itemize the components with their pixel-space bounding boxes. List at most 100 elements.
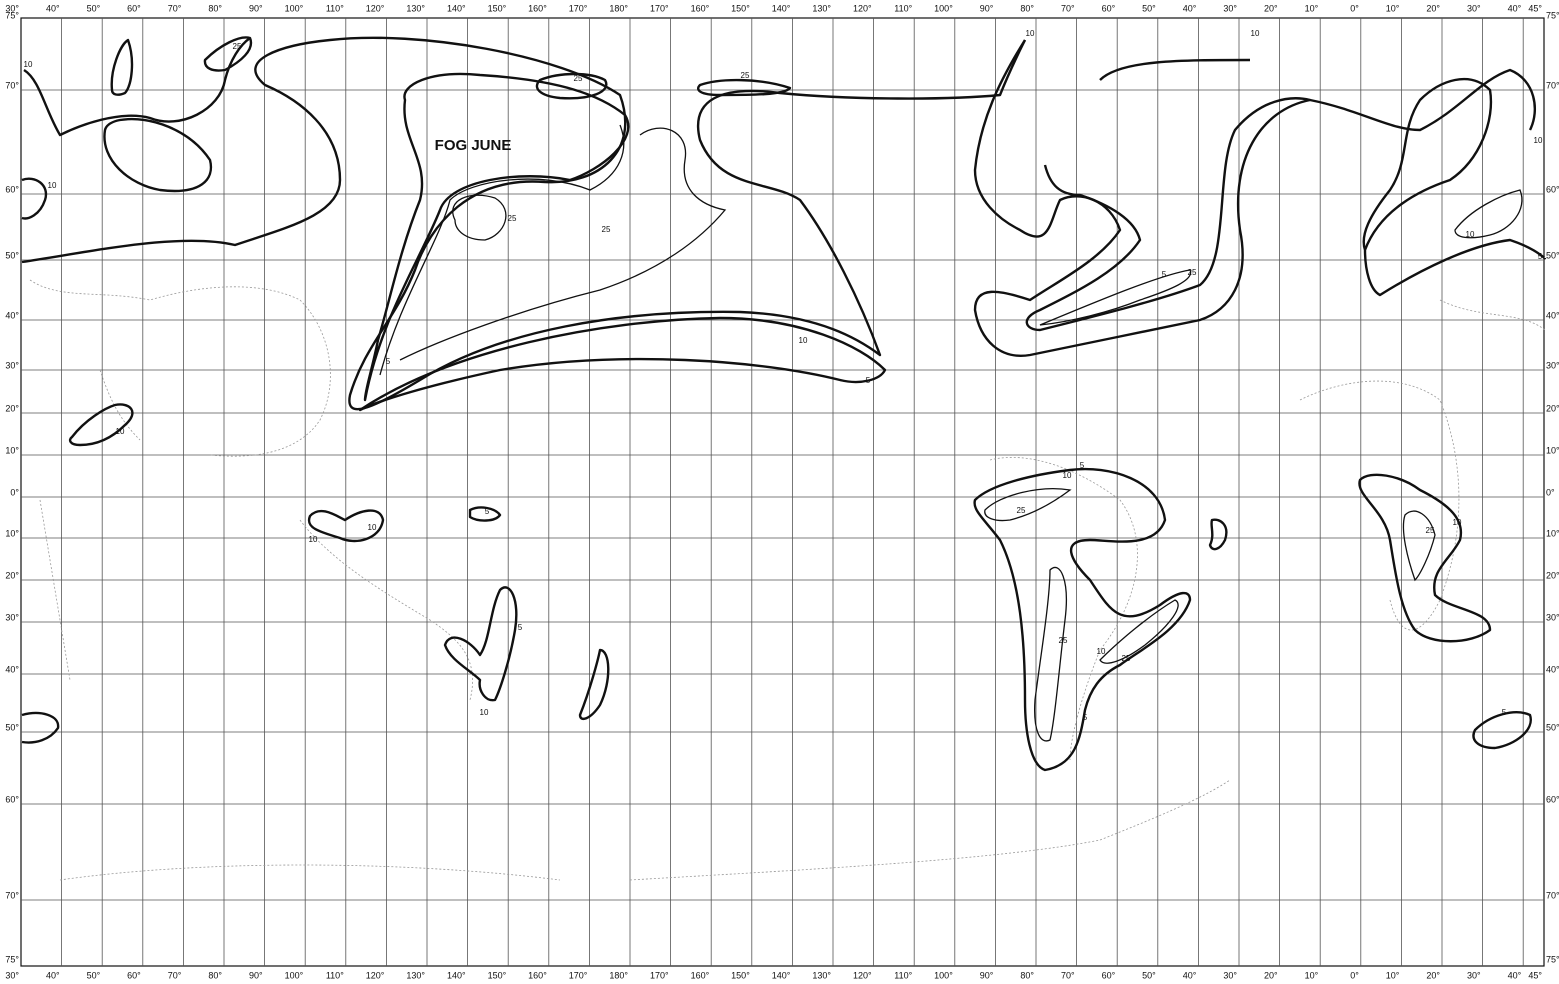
- longitude-label: 100°: [934, 970, 953, 980]
- longitude-label: 30°: [1223, 3, 1237, 13]
- longitude-label: 130°: [812, 3, 831, 13]
- map-title: FOG JUNE: [435, 137, 512, 154]
- longitude-label: 40°: [1508, 970, 1522, 980]
- latitude-label: 20°: [5, 570, 19, 580]
- latitude-label: 75°: [5, 954, 19, 964]
- longitude-label: 40°: [46, 970, 60, 980]
- longitude-label: 10°: [1305, 970, 1319, 980]
- longitude-label: 120°: [853, 3, 872, 13]
- longitude-label: 45°: [1528, 970, 1542, 980]
- longitude-label: 170°: [650, 3, 669, 13]
- longitude-label: 70°: [168, 970, 182, 980]
- longitude-label: 60°: [127, 3, 141, 13]
- contour-label: 10: [309, 535, 318, 544]
- contour-label: 5: [1083, 713, 1088, 722]
- contour: [68, 403, 134, 447]
- latitude-label: 60°: [5, 794, 19, 804]
- latitude-label: 60°: [1546, 184, 1559, 194]
- latitude-label: 60°: [1546, 794, 1559, 804]
- contour-label: 25: [741, 71, 750, 80]
- longitude-label: 40°: [1183, 970, 1197, 980]
- latitude-label: 70°: [1546, 890, 1559, 900]
- longitude-label: 130°: [812, 970, 831, 980]
- contour-label: 10: [1534, 136, 1543, 145]
- contour: [973, 467, 1192, 772]
- contour-label: 10: [1251, 29, 1260, 38]
- latitude-label: 0°: [1546, 487, 1555, 497]
- longitude-label: 20°: [1264, 970, 1278, 980]
- longitude-label: 70°: [168, 3, 182, 13]
- contour: [358, 316, 887, 412]
- longitude-label: 100°: [934, 3, 953, 13]
- longitude-label: 70°: [1061, 970, 1075, 980]
- latitude-label: 75°: [1546, 10, 1559, 20]
- contour-label: 25: [1426, 526, 1435, 535]
- contour: [1454, 189, 1523, 239]
- longitude-label: 45°: [1528, 3, 1542, 13]
- longitude-label: 70°: [1061, 3, 1075, 13]
- contour-label: 25: [233, 42, 242, 51]
- longitude-label: 0°: [1350, 3, 1359, 13]
- contour: [1025, 97, 1311, 332]
- latitude-label: 75°: [1546, 954, 1559, 964]
- longitude-label: 130°: [406, 3, 425, 13]
- longitude-label: 20°: [1264, 3, 1278, 13]
- longitude-label: 140°: [772, 3, 791, 13]
- longitude-label: 170°: [650, 970, 669, 980]
- latitude-label: 50°: [5, 250, 19, 260]
- longitude-label: 160°: [691, 970, 710, 980]
- contour-label: 10: [48, 181, 57, 190]
- contour-label: 25: [602, 225, 611, 234]
- contour-label: 5: [1080, 461, 1085, 470]
- longitude-label: 110°: [894, 3, 912, 13]
- longitude-label: 140°: [447, 3, 466, 13]
- longitude-label: 30°: [1467, 3, 1481, 13]
- contour-label: 5: [386, 357, 391, 366]
- contour-label: 10: [1466, 230, 1475, 239]
- latitude-label: 30°: [1546, 360, 1559, 370]
- contour: [399, 127, 727, 361]
- contour-label: 10: [1063, 471, 1072, 480]
- contour-label: 25: [1122, 654, 1131, 663]
- latitude-label: 75°: [5, 10, 19, 20]
- latitude-label: 10°: [1546, 528, 1559, 538]
- longitude-label: 180°: [609, 3, 628, 13]
- contour-label: 25: [1188, 268, 1197, 277]
- contour-label: 10: [116, 427, 125, 436]
- contour-label: 5: [485, 507, 490, 516]
- latitude-label: 30°: [5, 612, 19, 622]
- contour: [1362, 77, 1547, 297]
- contour: [984, 488, 1179, 742]
- contour-label: 25: [1059, 636, 1068, 645]
- longitude-label: 180°: [609, 970, 628, 980]
- coastline: [29, 279, 1546, 881]
- contour: [21, 36, 1027, 411]
- longitude-label: 50°: [1142, 970, 1156, 980]
- contour-label: 25: [574, 74, 583, 83]
- contour: [1039, 269, 1192, 326]
- longitude-label: 90°: [980, 3, 994, 13]
- longitude-label: 140°: [447, 970, 466, 980]
- contour: [443, 506, 610, 721]
- graticule: [21, 18, 1544, 966]
- longitude-label: 160°: [528, 970, 547, 980]
- latitude-label: 60°: [5, 184, 19, 194]
- latitude-label: 20°: [1546, 570, 1559, 580]
- contour-label: 10: [24, 60, 33, 69]
- contour-label: 10: [368, 523, 377, 532]
- longitude-label: 120°: [366, 3, 385, 13]
- latitude-label: 50°: [1546, 250, 1559, 260]
- contour: [1208, 473, 1492, 643]
- latitude-label: 30°: [1546, 612, 1559, 622]
- contour: [379, 124, 625, 376]
- longitude-label: 20°: [1426, 970, 1440, 980]
- contour: [1402, 510, 1436, 582]
- latitude-label: 20°: [5, 403, 19, 413]
- longitude-label: 50°: [1142, 3, 1156, 13]
- longitude-label: 20°: [1426, 3, 1440, 13]
- contour-label: 10: [480, 708, 489, 717]
- contour: [363, 72, 630, 402]
- contour-label: 25: [1017, 506, 1026, 515]
- contour-label: 10: [1097, 647, 1106, 656]
